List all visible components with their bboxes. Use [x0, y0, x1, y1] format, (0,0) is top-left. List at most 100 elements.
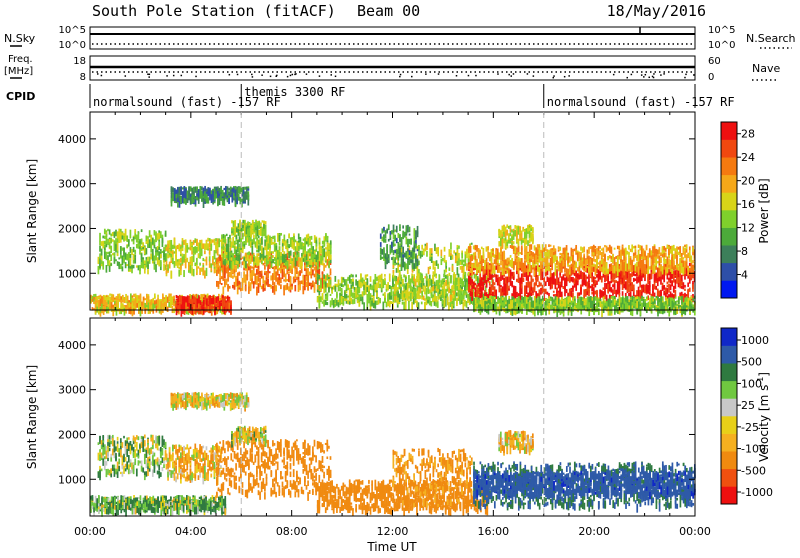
echo-cell: [169, 249, 171, 253]
echo-cell: [453, 291, 455, 295]
echo-cell: [235, 242, 237, 244]
echo-cell: [508, 289, 510, 291]
echo-cell: [319, 238, 321, 243]
echo-cell: [392, 279, 394, 287]
echo-cell: [463, 290, 465, 297]
echo-cell: [643, 289, 645, 293]
echo-cell: [456, 292, 458, 296]
echo-cell: [223, 242, 225, 244]
echo-cell: [130, 247, 132, 250]
echo-cell: [457, 286, 459, 291]
echo-cell: [285, 240, 287, 249]
echo-cell: [320, 256, 322, 263]
echo-cell: [386, 289, 388, 292]
echo-cell: [221, 234, 223, 239]
echo-cell: [429, 298, 431, 305]
echo-cell: [102, 236, 104, 239]
echo-cell: [571, 277, 573, 282]
echo-cell: [110, 246, 112, 253]
echo-cell: [193, 247, 195, 253]
echo-cell: [235, 265, 237, 272]
echo-cell: [338, 280, 340, 286]
echo-cell: [192, 299, 194, 307]
echo-cell: [315, 255, 317, 262]
echo-cell: [233, 187, 235, 192]
echo-cell: [141, 253, 143, 262]
echo-cell: [191, 243, 193, 246]
echo-cell: [481, 247, 483, 249]
echo-cell: [204, 243, 206, 247]
echo-cell: [395, 283, 397, 286]
echo-cell: [603, 292, 605, 295]
echo-cell: [309, 238, 311, 245]
echo-cell: [245, 282, 247, 285]
echo-cell: [556, 277, 558, 284]
echo-cell: [141, 229, 143, 232]
echo-cell: [247, 191, 249, 196]
echo-cell: [654, 285, 656, 289]
echo-cell: [378, 298, 380, 304]
echo-cell: [479, 264, 481, 273]
echo-cell: [186, 246, 188, 249]
echo-cell: [394, 257, 396, 262]
echo-cell: [194, 246, 196, 254]
echo-cell: [211, 306, 213, 308]
echo-cell: [218, 238, 220, 243]
nave-dot: [508, 74, 510, 76]
echo-cell: [449, 249, 451, 257]
echo-cell: [417, 226, 419, 235]
echo-cell: [432, 298, 434, 302]
echo-cell: [288, 274, 290, 282]
echo-cell: [204, 191, 206, 199]
station-title: South Pole Station (fitACF): [92, 2, 336, 20]
echo-cell: [571, 291, 573, 296]
echo-cell: [95, 305, 97, 312]
echo-cell: [463, 264, 465, 267]
echo-cell: [277, 260, 279, 267]
freq-label: Freq.: [8, 54, 33, 65]
echo-cell: [311, 236, 313, 240]
echo-cell: [124, 308, 126, 316]
echo-cell: [229, 235, 231, 239]
echo-cell: [575, 274, 577, 277]
echo-cell: [445, 262, 447, 266]
echo-cell: [234, 226, 236, 235]
echo-cell: [159, 299, 161, 307]
echo-cell: [513, 272, 515, 277]
echo-cell: [242, 242, 244, 246]
echo-cell: [350, 284, 352, 289]
echo-cell: [195, 301, 197, 305]
echo-cell: [475, 276, 477, 281]
echo-cell: [486, 284, 488, 287]
echo-cell: [453, 250, 455, 253]
echo-cell: [224, 247, 226, 252]
echo-cell: [382, 302, 384, 310]
echo-cell: [601, 293, 603, 297]
echo-cell: [149, 257, 151, 264]
echo-cell: [405, 299, 407, 304]
echo-cell: [415, 281, 417, 286]
echo-cell: [537, 275, 539, 282]
echo-cell: [204, 251, 206, 254]
echo-cell: [365, 290, 367, 294]
echo-cell: [280, 253, 282, 256]
echo-cell: [595, 291, 597, 295]
echo-cell: [334, 298, 336, 303]
echo-cell: [336, 284, 338, 287]
echo-cell: [424, 302, 426, 310]
echo-cell: [112, 232, 114, 236]
echo-cell: [612, 274, 614, 281]
echo-cell: [282, 249, 284, 252]
echo-cell: [388, 239, 390, 242]
echo-cell: [510, 273, 512, 281]
echo-cell: [133, 301, 135, 306]
echo-cell: [307, 261, 309, 265]
echo-cell: [396, 268, 398, 273]
echo-cell: [478, 249, 480, 255]
echo-cell: [325, 300, 327, 305]
echo-cell: [403, 302, 405, 310]
echo-cell: [577, 281, 579, 286]
echo-cell: [515, 286, 517, 292]
echo-cell: [285, 254, 287, 258]
